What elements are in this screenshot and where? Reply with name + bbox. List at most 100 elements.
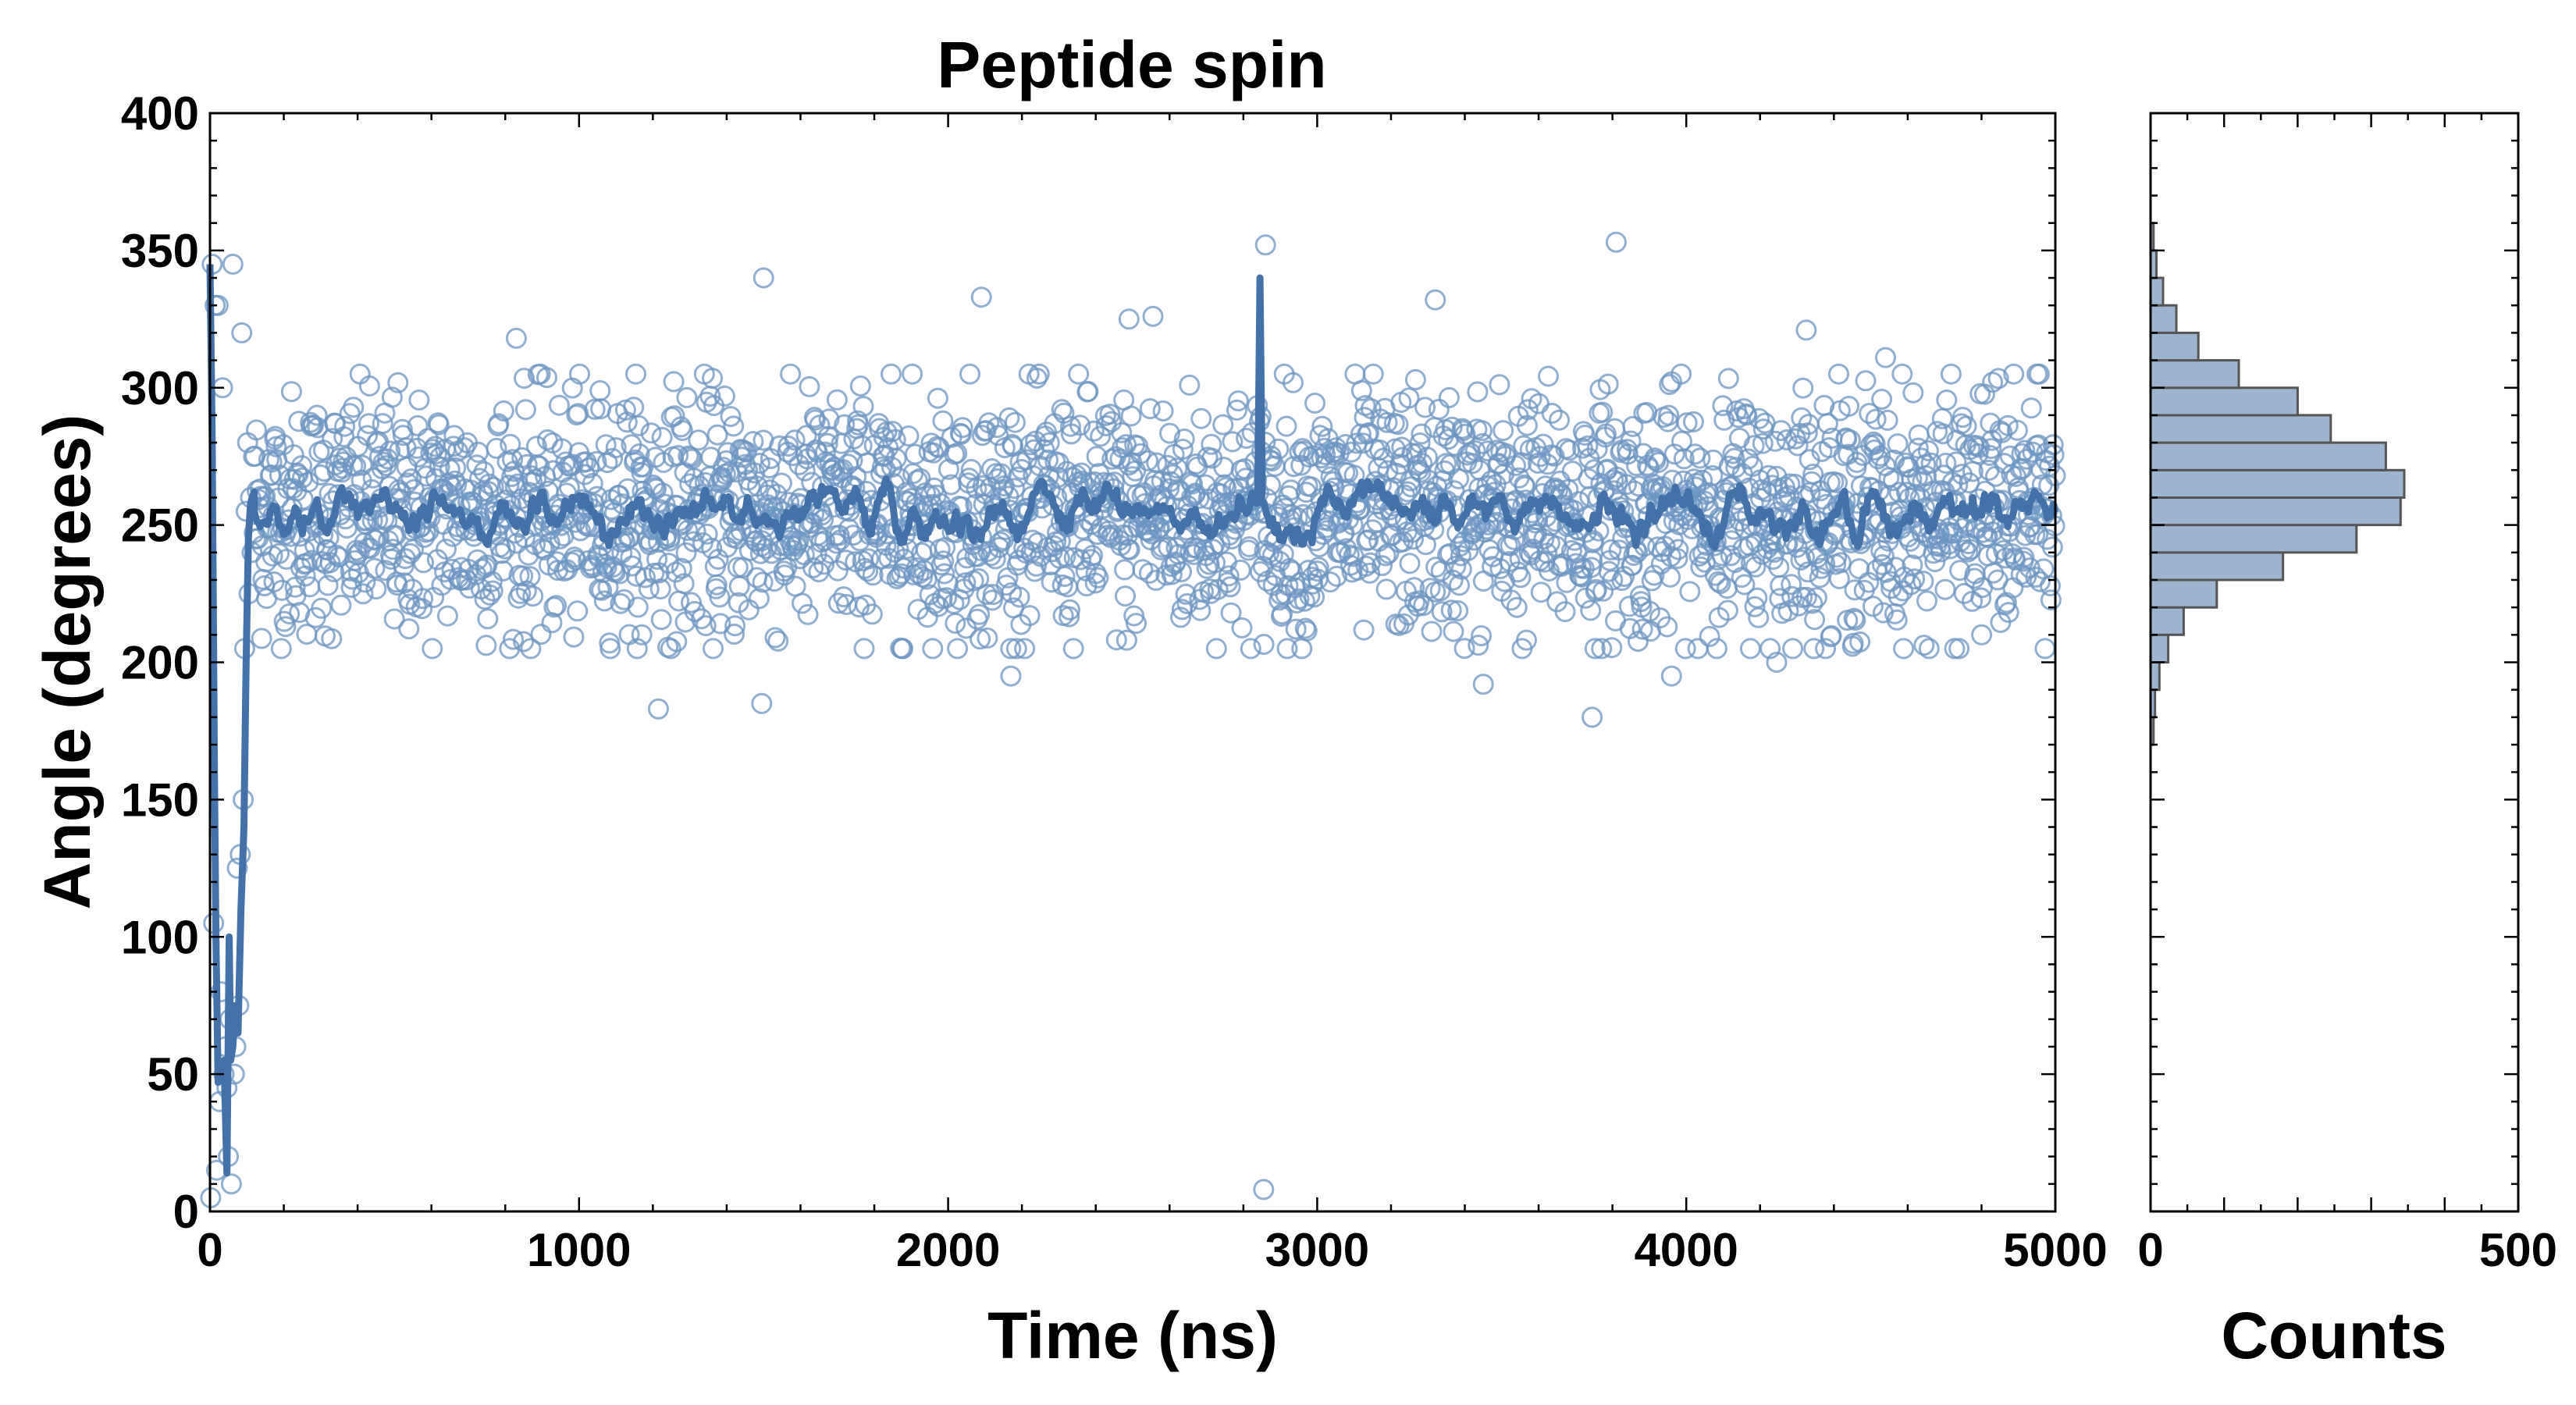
y-tick-label: 200 [121,637,199,689]
scatter-point [951,496,973,518]
scatter-point [1450,558,1472,580]
scatter-point [592,562,614,584]
scatter-point [1053,402,1075,424]
scatter-point [1582,706,1603,728]
scatter-point [1062,638,1084,660]
scatter-point [617,478,639,500]
scatter-point [1952,407,1973,429]
scatter-point [753,267,774,289]
scatter-point [969,603,991,625]
scatter-point [1556,571,1578,593]
scatter-point [1684,443,1706,465]
scatter-point [1126,613,1147,635]
scatter-point [380,548,402,570]
scatter-point [1574,425,1596,446]
scatter-point [1916,590,1937,612]
scatter-point [934,563,955,585]
scatter-point [626,638,648,660]
scatter-point [1028,363,1050,385]
scatter-point [442,525,464,547]
scatter-point [222,254,244,275]
scatter-point [1516,414,1538,436]
scatter-point [1283,456,1304,478]
scatter-point [970,628,991,650]
scatter-point [246,419,267,441]
scatter-point [569,363,590,385]
scatter-point [991,463,1012,485]
scatter-point [1176,592,1198,614]
scatter-point [1913,635,1935,656]
scatter-point [1920,452,1942,474]
scatter-point [1359,562,1381,584]
scatter-point [646,549,668,570]
scatter-point [1845,610,1866,631]
scatter-point [2043,444,2065,466]
histogram-bar [2149,606,2185,636]
scatter-point [1717,368,1739,389]
scatter-point [706,424,728,446]
scatter-point [857,560,879,582]
scatter-point [1795,586,1817,608]
scatter-point [306,404,328,426]
scatter-point [1877,409,1898,431]
scatter-point [784,429,806,451]
scatter-point [2041,536,2063,558]
scatter-point [1308,557,1329,578]
scatter-point [1130,443,1151,464]
scatter-point [1948,638,1970,660]
scatter-point [1443,621,1464,642]
scatter-point [400,468,422,489]
scatter-point [1438,386,1460,408]
scatter-point [1293,440,1315,462]
scatter-point [408,389,430,411]
scatter-point [1059,599,1080,621]
scatter-point [1087,567,1109,589]
scatter-point [1745,556,1767,578]
scatter-point [1403,528,1425,550]
scatter-point [1453,638,1475,660]
scatter-point [671,557,692,579]
scatter-point [1902,554,1923,576]
scatter-point [1118,308,1140,330]
scatter-point [849,375,871,397]
x-axis-label: Time (ns) [987,1299,1278,1372]
y-tick-label: 100 [121,911,199,963]
scatter-point [714,385,735,407]
scatter-point [352,583,374,605]
scatter-point [1296,620,1318,642]
scatter-point [749,542,771,564]
scatter-point [1971,624,1993,646]
scatter-point [1667,539,1689,560]
scatter-point [514,368,535,389]
scatter-point [543,596,565,618]
scatter-point [1009,586,1030,608]
scatter-point [1667,548,1688,569]
scatter-point [1706,638,1727,660]
scatter-point [1717,599,1738,621]
scatter-point [1893,638,1915,660]
y-tick-label: 350 [121,225,199,277]
scatter-point [1447,600,1469,621]
scatter-point [1944,638,1966,660]
scatter-point [1464,440,1486,462]
histogram-x-tick-label: 500 [2479,1224,2557,1276]
scatter-point [1864,433,1886,455]
scatter-point [1873,545,1895,567]
scatter-point [280,381,302,403]
scatter-point [1794,546,1815,568]
scatter-point [1679,581,1701,603]
scatter-point [1019,605,1041,627]
scatter-point [528,455,550,477]
scatter-point [1917,440,1939,461]
scatter-point [1253,1179,1275,1200]
scatter-point [1736,404,1758,426]
scatter-point [1626,455,1648,477]
scatter-point [379,440,401,462]
scatter-point [365,578,387,600]
scatter-point [1142,305,1164,327]
scatter-point [1054,566,1076,587]
y-tick-label: 50 [147,1048,199,1101]
scatter-point [513,631,535,653]
scatter-point [1397,481,1418,503]
scatter-point [422,638,443,660]
